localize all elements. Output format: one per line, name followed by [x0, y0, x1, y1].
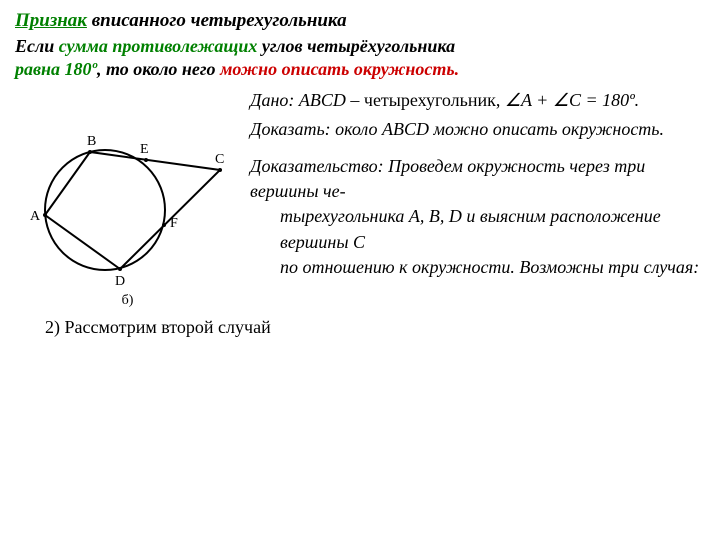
svg-text:B: B [87, 134, 96, 149]
svg-text:C: C [215, 152, 224, 167]
second-case-line: 2) Рассмотрим второй случай [45, 317, 705, 338]
text-column: Дано: ABCD – четырехугольник, ∠A + ∠C = … [250, 90, 705, 309]
svg-text:D: D [115, 274, 125, 289]
prove-line: Доказать: около ABCD можно описать окруж… [250, 119, 705, 140]
geometry-diagram: A B C D E F [15, 125, 235, 295]
condition-line-2: равна 180º, то около него можно описать … [15, 59, 705, 80]
title-rest: вписанного четырехугольника [87, 10, 347, 31]
svg-text:E: E [140, 142, 149, 157]
content-area: A B C D E F б) Дано: ABCD – четырехуголь… [15, 90, 705, 309]
diagram-label: б) [15, 293, 240, 309]
svg-text:F: F [170, 216, 178, 231]
given-line: Дано: ABCD – четырехугольник, ∠A + ∠C = … [250, 90, 705, 111]
title-keyword: Признак [15, 10, 87, 31]
svg-text:A: A [30, 209, 41, 224]
condition-line-1: Если сумма противолежащих углов четырёху… [15, 36, 705, 57]
diagram-column: A B C D E F б) [15, 90, 240, 309]
proof-block: Доказательство: Проведем окружность чере… [250, 154, 705, 280]
title-line: Признак вписанного четырехугольника [15, 10, 705, 32]
